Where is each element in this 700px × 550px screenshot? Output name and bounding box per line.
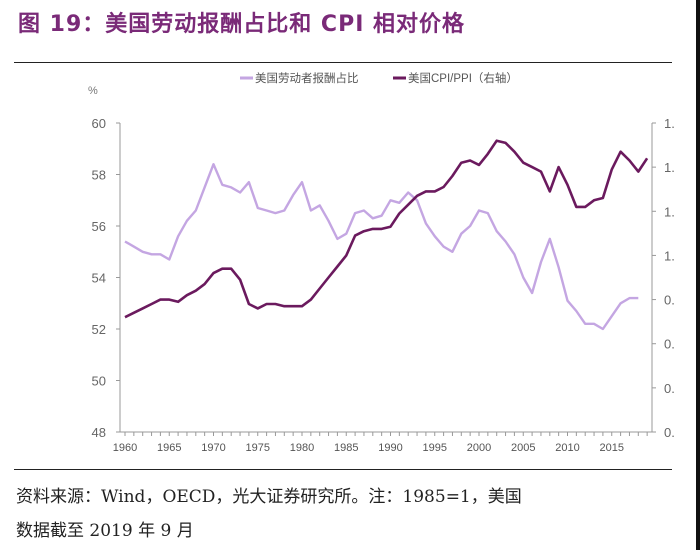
x-tick-label: 1995: [423, 442, 447, 454]
x-tick-label: 1985: [334, 442, 358, 454]
y-tick-label-left: 48: [92, 425, 106, 440]
source-note: 资料来源：Wind，OECD，光大证券研究所。注：1985=1，美国 数据截至 …: [16, 480, 522, 548]
y-tick-label-left: 60: [92, 116, 106, 131]
right-edge-bar: [696, 0, 700, 550]
y-tick-label-right: 0.: [664, 381, 675, 396]
x-tick-label: 1975: [246, 442, 270, 454]
bottom-rule: [14, 469, 672, 470]
series-line-labor-share: [124, 162, 639, 331]
x-tick-label: 2005: [511, 442, 535, 454]
y-tick-label-left: 50: [92, 374, 106, 389]
x-tick-label: 1970: [201, 442, 225, 454]
y-tick-label-right: 0.: [664, 425, 675, 440]
y-axis-unit: %: [88, 85, 98, 97]
legend: 美国劳动者报酬占比 美国CPI/PPI（右轴）: [240, 71, 518, 85]
figure-title: 图 19：美国劳动报酬占比和 CPI 相对价格: [18, 12, 466, 37]
y-tick-label-left: 52: [92, 322, 106, 337]
x-tick-label: 1965: [157, 442, 181, 454]
series-line-cpi-ppi: [124, 139, 649, 319]
y-tick-label-right: 1.: [664, 116, 675, 131]
y-tick-label-right: 1.: [664, 160, 675, 175]
y-tick-label-right: 1.: [664, 204, 675, 219]
y-tick-label-left: 56: [92, 219, 106, 234]
top-rule: [14, 62, 672, 63]
x-tick-label: 1990: [378, 442, 402, 454]
legend-label-labor-share: 美国劳动者报酬占比: [255, 71, 359, 85]
x-tick-label: 2015: [600, 442, 624, 454]
x-tick-label: 2000: [467, 442, 491, 454]
x-tick-label: 1960: [113, 442, 137, 454]
y-tick-label-right: 1.: [664, 248, 675, 263]
chart: 美国劳动者报酬占比 美国CPI/PPI（右轴） % 60 58 56 54 52 50 48…: [88, 71, 675, 454]
legend-label-cpi-ppi: 美国CPI/PPI（右轴）: [408, 71, 518, 85]
x-tick-label: 1980: [290, 442, 314, 454]
y-tick-label-right: 0.: [664, 293, 675, 308]
y-tick-label-right: 0.: [664, 337, 675, 352]
source-line-2: 数据截至 2019 年 9 月: [16, 521, 194, 541]
y-tick-label-left: 54: [92, 271, 106, 286]
source-line-1: 资料来源：Wind，OECD，光大证券研究所。注：1985=1，美国: [16, 487, 522, 507]
y-tick-label-left: 58: [92, 168, 106, 183]
x-tick-label: 2010: [555, 442, 579, 454]
